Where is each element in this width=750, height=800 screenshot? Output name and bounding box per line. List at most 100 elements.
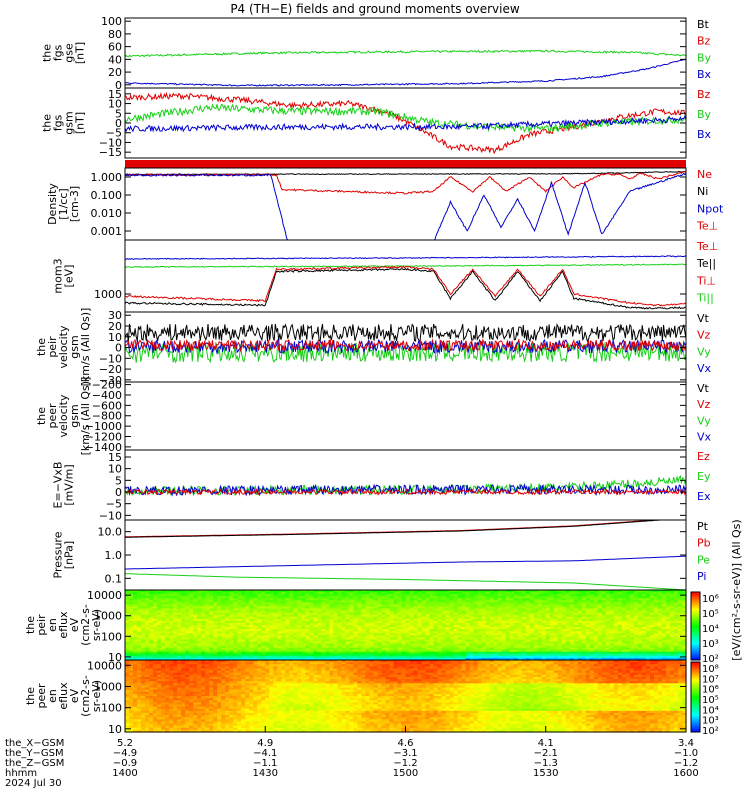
y-axis-label: gsm <box>68 335 81 358</box>
y-tick-label: 10 <box>108 723 122 736</box>
y-axis-label: the <box>24 616 37 634</box>
legend-Npot: Npot <box>697 202 724 215</box>
legend-Pi: Pi <box>697 570 706 583</box>
series-Ni-line <box>124 170 686 176</box>
y-tick-label: 15 <box>108 88 122 101</box>
x-tick-label: −1.2 <box>393 758 417 769</box>
legend-Bz: Bz <box>697 35 711 48</box>
y-axis-label: fgs <box>52 114 65 131</box>
panels: 100806040200thefgsgse[nT]BtBzByBx151050−… <box>24 15 724 736</box>
colorbars: 10⁶10⁵10⁴10³10²10⁸10⁷10⁶10⁵10⁴10³10²[eV/… <box>690 519 743 737</box>
y-tick-label: 80 <box>108 28 122 41</box>
y-axis-label: en <box>46 618 59 632</box>
y-tick-label: 30 <box>108 309 122 322</box>
x-tick-label: −4.1 <box>253 748 277 759</box>
spectrogram-electrons <box>125 660 687 733</box>
series-By-line <box>124 103 687 134</box>
y-axis-label: [nT] <box>74 112 87 134</box>
y-axis-label: the <box>24 687 37 705</box>
y-axis-label: [nPa] <box>63 541 76 569</box>
y-tick-label: 0 <box>115 486 122 499</box>
x-tick-label: −1.1 <box>253 758 277 769</box>
y-tick-label: 0.100 <box>91 189 123 202</box>
series-Vz-line <box>124 338 687 353</box>
y-tick-label: −400 <box>92 389 122 402</box>
date-label: 2024 Jul 30 <box>5 778 62 789</box>
legend-Vx: Vx <box>697 362 712 375</box>
series-Pt-line <box>124 519 686 538</box>
y-axis-label: [cm-3] <box>68 186 81 222</box>
series-Pe-line <box>125 555 686 570</box>
x-row-label: the_Y−GSM <box>5 748 64 759</box>
x-tick-label: −3.1 <box>393 748 417 759</box>
y-tick-label: 40 <box>108 53 122 66</box>
y-tick-label: 0.010 <box>91 207 123 220</box>
x-tick-label: 1500 <box>393 768 418 779</box>
y-axis-label: [km/s (All Qs)] <box>79 377 92 456</box>
x-tick-label: −0.9 <box>113 758 137 769</box>
y-tick-label: −30 <box>99 374 122 387</box>
colorbar-tick: 10³ <box>702 716 719 727</box>
panel-frame <box>124 167 687 241</box>
series-Pb-line <box>125 519 686 538</box>
y-axis-label: eV <box>68 688 81 703</box>
y-axis-label: velocity <box>57 394 70 437</box>
y-tick-label: 20 <box>108 66 122 79</box>
legend-Vx: Vx <box>697 431 712 444</box>
legend-Te: Te⊥ <box>696 219 718 232</box>
series-Ne-line <box>125 170 687 195</box>
colorbar-label: [eV/(cm²-s-sr-eV)] (All Qs) <box>730 519 743 660</box>
y-axis-label: [eV] <box>63 265 76 288</box>
y-tick-label: 5 <box>115 107 122 120</box>
legend-Ti: Ti⊥ <box>696 274 716 287</box>
y-tick-label: −800 <box>92 410 122 423</box>
y-tick-label: 1.000 <box>91 171 123 184</box>
series-Te-line <box>124 255 687 260</box>
y-axis-label: peer <box>35 683 48 709</box>
legend-Ni: Ni <box>697 185 708 198</box>
y-tick-label: −200 <box>92 379 122 392</box>
y-axis-label: (cm2-s- <box>79 675 92 717</box>
colorbar-tick: 10⁶ <box>702 685 719 696</box>
y-tick-label: 10 <box>108 463 122 476</box>
legend-Pb: Pb <box>697 537 711 550</box>
legend-Ez: Ez <box>697 450 710 463</box>
y-axis-label: E=−VxB <box>52 462 65 509</box>
spectrogram-ions <box>125 590 687 661</box>
y-axis-label: the <box>41 44 54 62</box>
y-tick-label: 10000 <box>87 659 122 672</box>
series-Bx-line <box>125 58 687 87</box>
legend-Vy: Vy <box>697 414 711 427</box>
x-tick-label: −2.1 <box>534 748 558 759</box>
colorbar-tick: 10³ <box>702 639 719 650</box>
colorbar-upper: 10⁶ 10⁵ 10⁴ 10³ 10² <box>690 591 719 665</box>
x-tick-label: 1600 <box>673 768 698 779</box>
y-axis-label: en <box>46 689 59 703</box>
legend-Pt: Pt <box>697 520 709 533</box>
y-axis-label: Density <box>46 183 59 225</box>
colorbar-tick: 10² <box>702 654 719 665</box>
legend-Vz: Vz <box>697 398 711 411</box>
y-tick-label: 10.0 <box>98 526 123 539</box>
legend-Pe: Pe <box>697 553 710 566</box>
series-Pi-line <box>125 573 687 591</box>
colorbar-tick: 10⁴ <box>702 624 719 635</box>
y-tick-label: 10 <box>108 98 122 111</box>
x-tick-label: 4.9 <box>257 738 273 749</box>
colorbar-frame <box>690 661 701 733</box>
y-axis-label: the <box>41 114 54 132</box>
legend-Te: Te⊥ <box>696 240 718 253</box>
y-axis-label: peer <box>46 403 59 429</box>
chart-title: P4 (TH−E) fields and ground moments over… <box>230 2 520 16</box>
panel-10: 10000 1000 100 10 thepeerenefluxeV(cm2-s-sr-… <box>24 659 687 736</box>
y-tick-label: 1000 <box>94 680 122 693</box>
panel-8: 10.0 1.0 0.1 Pressure[nPa] Pt Pb Pe Pi <box>52 519 711 591</box>
y-axis-label: sr-eV) <box>90 680 103 712</box>
colorbar-tick: 10⁷ <box>702 674 719 685</box>
legend-Ne: Ne <box>697 168 712 181</box>
panel-4: 1000 mom3[eV] Te⊥ Te|| Ti⊥ Ti|| <box>52 239 718 313</box>
